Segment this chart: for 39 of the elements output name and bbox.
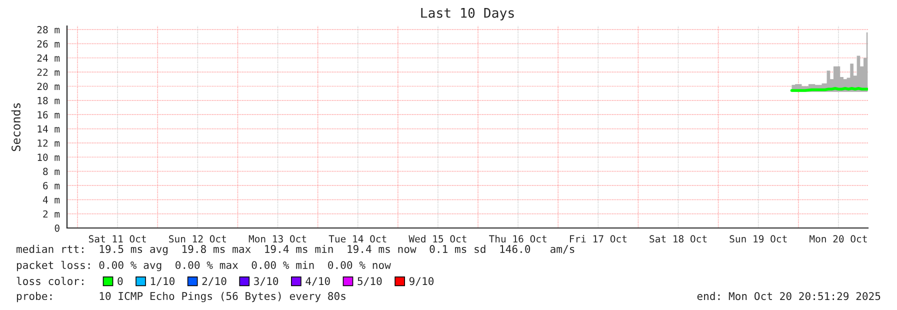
y-tick-label: 10 m — [38, 154, 60, 161]
x-tick-label: Sun 12 Oct — [169, 235, 226, 243]
y-tick-label: 26 m — [37, 40, 60, 48]
x-tick-label: Mon 13 Oct — [248, 235, 306, 243]
y-tick-label: 6 m — [43, 182, 60, 190]
y-tick-label: 8 m — [43, 168, 60, 176]
text: median rtt: 19.5 ms avg 19.8 ms max 19.4 ms min 19.4 ms now 0.1 ms sd 146.0 am/s — [16, 244, 574, 256]
x-tick-label: Wed 15 Oct — [408, 234, 466, 243]
legend-label: 4/10 — [306, 277, 330, 286]
y-tick-label: 14 m — [38, 125, 60, 132]
y-tick-label: 2 m — [43, 210, 60, 218]
legend-label: 2/10 — [202, 277, 226, 286]
legend-title: loss color: — [16, 276, 84, 286]
legend-label: 5/10 — [358, 277, 382, 286]
legend-label: 9/10 — [409, 277, 434, 286]
y-tick-label: 16 m — [38, 111, 60, 118]
text: probe: 10 ICMP Echo Pings (56 Bytes) every 80s — [16, 292, 346, 302]
x-tick-label: Mon 20 Oct — [810, 235, 867, 243]
y-tick-label: 20 m — [37, 82, 60, 90]
x-tick-label: Tue 14 Oct — [328, 235, 386, 243]
legend-label: 0 — [118, 277, 123, 286]
legend-label: 1/10 — [151, 277, 174, 286]
chart-title: Last 10 Days — [421, 8, 514, 20]
y-tick-label: 22 m — [37, 68, 60, 76]
x-tick-label: Sun 19 Oct — [730, 235, 787, 243]
y-tick-label: 24 m — [37, 54, 60, 62]
y-tick-label: 28 m — [37, 26, 60, 34]
y-tick-label: 0 — [54, 224, 60, 232]
y-tick-label: 18 m — [38, 96, 60, 104]
x-tick-label: Sat 18 Oct — [650, 235, 707, 243]
text: packet loss: 0.00 % avg 0.00 % max 0.00 % min 0.00 % now — [16, 260, 391, 272]
legend-label: 3/10 — [254, 277, 278, 286]
x-tick-label: Sat 11 Oct — [88, 235, 146, 243]
y-axis-title: Seconds — [11, 103, 20, 152]
y-tick-label: 4 m — [42, 196, 60, 204]
x-tick-label: Fri 17 Oct — [570, 234, 626, 243]
x-tick-label: Thu 16 Oct — [489, 234, 546, 243]
y-tick-label: 12 m — [38, 139, 60, 147]
text: end: Mon Oct 20 20:51:29 2025 — [697, 292, 880, 300]
